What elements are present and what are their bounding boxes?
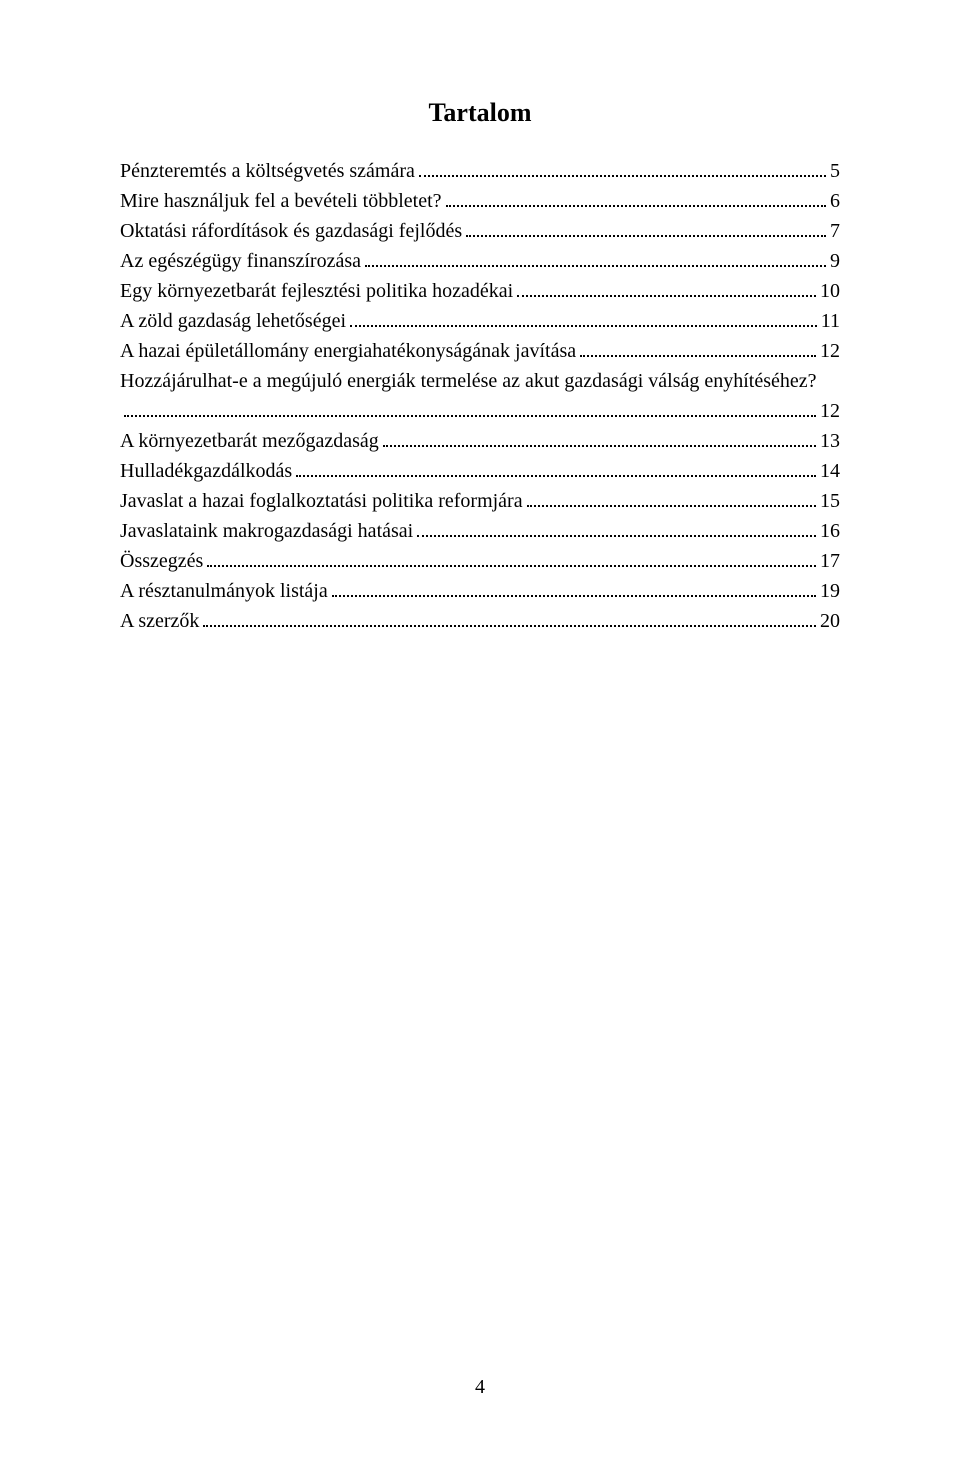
toc-leader-dots	[332, 595, 816, 597]
toc-entry-label: Az egészégügy finanszírozása	[120, 246, 361, 276]
document-page: Tartalom Pénzteremtés a költségvetés szá…	[0, 0, 960, 1479]
toc-entry: A zöld gazdaság lehetőségei 11	[120, 306, 840, 336]
toc-entry: Egy környezetbarát fejlesztési politika …	[120, 276, 840, 306]
toc-entry-page: 12	[820, 336, 840, 366]
toc-entry-page: 20	[820, 606, 840, 636]
toc-entry-page: 6	[830, 186, 840, 216]
toc-entry: Hulladékgazdálkodás 14	[120, 456, 840, 486]
toc-entry-label: A szerzők	[120, 606, 199, 636]
toc-entry-label: A zöld gazdaság lehetőségei	[120, 306, 346, 336]
toc-entry: A hazai épületállomány energiahatékonysá…	[120, 336, 840, 366]
toc-entry-page: 19	[820, 576, 840, 606]
toc-entry-page: 9	[830, 246, 840, 276]
toc-entry-label: Oktatási ráfordítások és gazdasági fejlő…	[120, 216, 462, 246]
toc-entry-page: 13	[820, 426, 840, 456]
toc-entry-label: Mire használjuk fel a bevételi többletet…	[120, 186, 442, 216]
toc-leader-dots	[365, 265, 826, 267]
toc-leader-dots	[419, 175, 826, 177]
toc-entry: Oktatási ráfordítások és gazdasági fejlő…	[120, 216, 840, 246]
toc-entry-page: 7	[830, 216, 840, 246]
toc-entry-page: 14	[820, 456, 840, 486]
toc-leader-dots	[383, 445, 816, 447]
toc-leader-dots	[350, 325, 817, 327]
toc-entry-label: A környezetbarát mezőgazdaság	[120, 426, 379, 456]
toc-entry-label: A hazai épületállomány energiahatékonysá…	[120, 336, 576, 366]
toc-leader-dots	[517, 295, 816, 297]
toc-entry: A szerzők 20	[120, 606, 840, 636]
toc-entry: Mire használjuk fel a bevételi többletet…	[120, 186, 840, 216]
toc-entry-label: Javaslat a hazai foglalkoztatási politik…	[120, 486, 523, 516]
toc-entry: A résztanulmányok listája 19	[120, 576, 840, 606]
toc-entry-page: 12	[820, 396, 840, 426]
toc-entry: 12	[120, 396, 840, 426]
toc-leader-dots	[207, 565, 816, 567]
toc-leader-dots	[124, 415, 816, 417]
toc-entry: Javaslat a hazai foglalkoztatási politik…	[120, 486, 840, 516]
table-of-contents: Pénzteremtés a költségvetés számára 5 Mire…	[120, 156, 840, 636]
toc-leader-dots	[527, 505, 816, 507]
toc-entry-label: Javaslataink makrogazdasági hatásai	[120, 516, 413, 546]
toc-leader-dots	[296, 475, 816, 477]
toc-entry: Az egészégügy finanszírozása 9	[120, 246, 840, 276]
toc-entry-label: Egy környezetbarát fejlesztési politika …	[120, 276, 513, 306]
page-title: Tartalom	[120, 98, 840, 128]
toc-entry: A környezetbarát mezőgazdaság 13	[120, 426, 840, 456]
toc-entry-page: 16	[820, 516, 840, 546]
toc-leader-dots	[580, 355, 816, 357]
toc-entry-label: Összegzés	[120, 546, 203, 576]
page-number: 4	[0, 1376, 960, 1399]
toc-leader-dots	[417, 535, 816, 537]
toc-entry-label: A résztanulmányok listája	[120, 576, 328, 606]
toc-entry: Összegzés 17	[120, 546, 840, 576]
toc-entry-page: 10	[820, 276, 840, 306]
toc-entry: Javaslataink makrogazdasági hatásai 16	[120, 516, 840, 546]
toc-entry-page: 5	[830, 156, 840, 186]
toc-leader-dots	[466, 235, 826, 237]
toc-entry: Pénzteremtés a költségvetés számára 5	[120, 156, 840, 186]
toc-leader-dots	[446, 205, 826, 207]
toc-entry-label: Pénzteremtés a költségvetés számára	[120, 156, 415, 186]
toc-entry-page: 17	[820, 546, 840, 576]
toc-entry-label: Hozzájárulhat-e a megújuló energiák term…	[120, 366, 840, 396]
toc-entry-label: Hulladékgazdálkodás	[120, 456, 292, 486]
toc-entry-page: 11	[821, 306, 840, 336]
toc-leader-dots	[203, 625, 816, 627]
toc-entry-page: 15	[820, 486, 840, 516]
